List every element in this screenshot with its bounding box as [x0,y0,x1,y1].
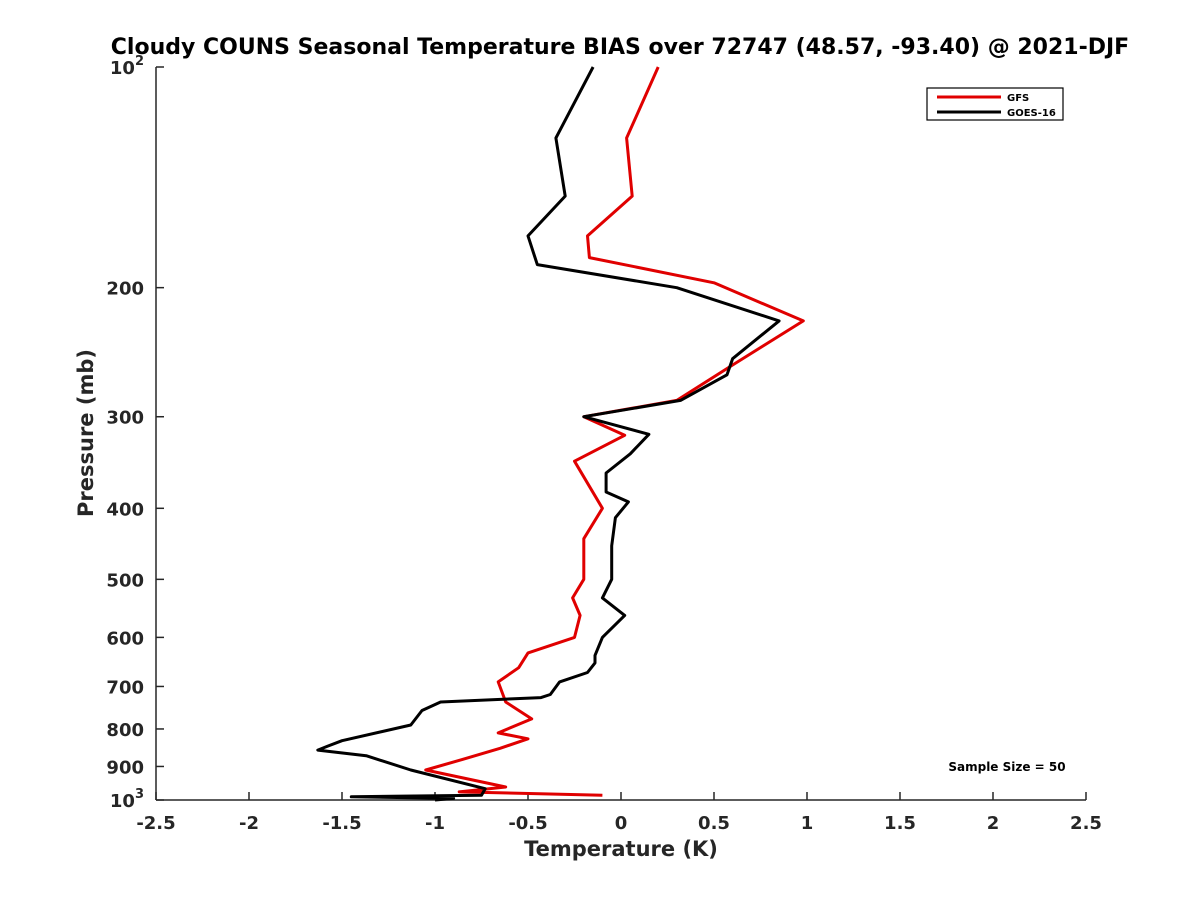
x-tick-label: -1 [425,813,445,834]
x-tick-label: 2 [987,813,1000,834]
y-tick-label: 900 [106,757,144,778]
x-tick-label: 0.5 [698,813,730,834]
y-tick-base: 300 [106,408,144,429]
x-tick-label: 0 [615,813,628,834]
y-tick-exponent: 3 [135,787,144,802]
chart-title: Cloudy COUNS Seasonal Temperature BIAS o… [111,35,1129,60]
y-tick-base: 900 [106,757,144,778]
series-line-gfs [424,66,805,797]
y-tick-base: 700 [106,677,144,698]
legend: GFS GOES-16 [926,87,1064,121]
sample-size-annotation: Sample Size = 50 [948,760,1065,774]
x-tick-label: 1.5 [884,813,916,834]
y-axis-label: Pressure (mb) [74,349,98,517]
y-tick-base: 10 [110,58,135,79]
y-tick-label: 400 [106,499,144,520]
y-tick-label: 103 [110,787,144,812]
legend-box [926,87,1064,121]
y-tick-base: 400 [106,499,144,520]
y-tick-exponent: 2 [135,54,144,69]
x-tick-label: -2 [239,813,259,834]
y-tick-base: 10 [110,791,135,812]
x-axis-label: Temperature (K) [524,837,718,861]
x-tick-label: 2.5 [1070,813,1102,834]
x-ticks: -2.5 -2 -1.5 -1 -0.5 0 0.5 1 1.5 2 2.5 [136,792,1102,834]
series-line-goes-16 [316,66,781,802]
legend-label: GFS [1007,93,1029,104]
y-tick-label: 700 [106,677,144,698]
y-tick-base: 500 [106,570,144,591]
series-lines [316,66,805,802]
x-tick-label: -0.5 [508,813,547,834]
x-tick-label: -1.5 [322,813,361,834]
y-tick-label: 800 [106,720,144,741]
y-tick-label: 102 [110,54,144,79]
y-tick-base: 600 [106,628,144,649]
y-tick-label: 500 [106,570,144,591]
y-tick-label: 300 [106,408,144,429]
x-tick-label: -2.5 [136,813,175,834]
y-tick-base: 200 [106,279,144,300]
y-tick-base: 800 [106,720,144,741]
legend-label: GOES-16 [1007,108,1056,119]
y-tick-label: 600 [106,628,144,649]
x-tick-label: 1 [801,813,814,834]
y-tick-label: 200 [106,279,144,300]
